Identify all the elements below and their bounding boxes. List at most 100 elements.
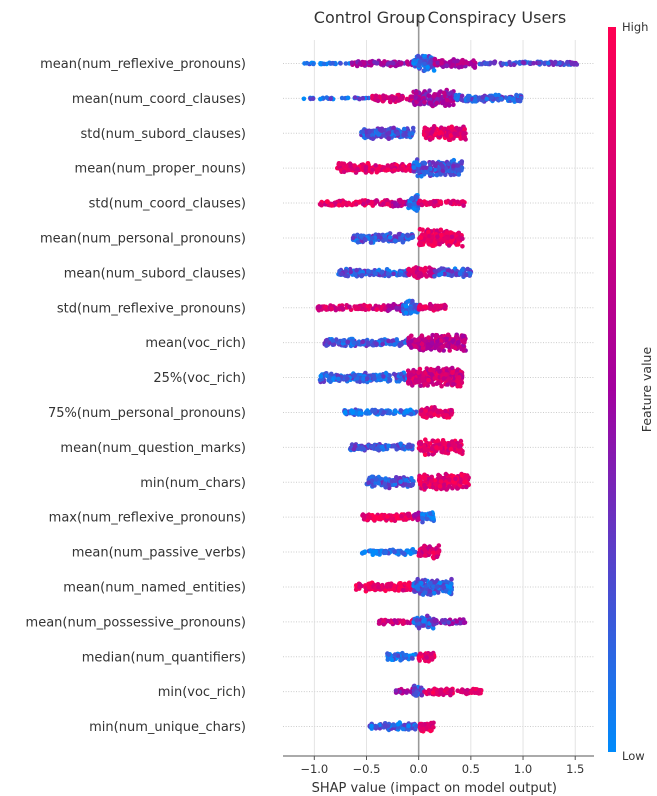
shap-point [447,91,452,96]
shap-point [446,376,452,381]
shap-point [432,306,438,311]
feature-row-points [359,124,468,143]
feature-row-points [347,437,465,458]
shap-point [416,370,421,375]
shap-point [433,334,439,339]
shap-point [407,202,413,208]
shap-point [432,167,438,172]
shap-point [417,476,422,481]
shap-point [404,408,409,413]
shap-point [448,239,453,244]
shap-point [336,376,341,382]
shap-point [375,166,381,172]
shap-point [472,63,477,68]
shap-point [363,237,368,243]
feature-row-points [350,226,465,249]
shap-point [418,408,424,413]
shap-point [416,97,422,102]
shap-point [424,516,430,522]
shap-point [369,444,375,450]
shap-point [438,479,444,484]
shap-point [381,165,387,170]
shap-point [381,374,386,379]
shap-point [403,653,408,658]
shap-point [381,133,386,138]
shap-point [450,344,455,350]
shap-point [385,201,390,207]
shap-point [436,347,442,353]
shap-point [427,100,433,106]
shap-point [435,410,441,415]
shap-point [382,59,387,64]
shap-point [346,200,352,206]
shap-point [352,372,358,378]
shap-point [431,126,436,131]
shap-point [352,163,357,168]
shap-point [459,346,464,352]
shap-point [444,230,450,235]
shap-point [318,374,324,379]
shap-point [374,341,379,347]
shap-point [413,379,419,385]
grid-lines [283,40,594,756]
shap-point [444,200,449,205]
shap-point [448,172,454,178]
shap-point [324,343,329,348]
feature-row-points [322,332,468,353]
shap-point [407,550,413,555]
shap-point [427,589,433,594]
shap-point [455,242,461,247]
shap-point [454,334,459,339]
shap-point [409,411,414,417]
shap-point [545,60,551,66]
feature-row-points [301,87,524,109]
shap-point [345,339,350,345]
shap-point [398,96,403,101]
shap-point [370,408,375,414]
shap-point [352,95,358,100]
shap-point [420,519,425,525]
shap-point [394,337,400,342]
shap-point [441,584,447,590]
shap-point [416,625,422,631]
shap-point [363,307,368,313]
shap-point [392,652,398,657]
shap-point [420,515,425,521]
shap-point [349,60,355,65]
shap-point [365,376,370,381]
shap-point [383,588,388,594]
feature-row-points [342,405,455,420]
shap-point [382,481,388,487]
shap-point [310,96,316,101]
shap-point [379,444,385,450]
shap-point [365,133,371,139]
shap-point [432,619,438,624]
shap-point [355,240,361,245]
shap-point [368,240,374,245]
shap-point [343,61,349,66]
shap-point [377,618,382,624]
shap-point [412,343,418,349]
shap-point [357,582,363,587]
shap-point [456,230,461,236]
shap-point [350,410,355,416]
shap-point [426,93,432,98]
shap-point [372,376,377,381]
shap-point [444,133,449,138]
shap-point [463,272,469,278]
shap-point [340,338,346,344]
shap-point [421,132,427,137]
shap-point [403,303,409,309]
shap-point [398,371,404,377]
shap-point [387,235,393,240]
shap-point [350,235,356,241]
shap-point [443,372,448,377]
shap-point [387,303,393,309]
feature-row-points [364,471,472,492]
shap-point [443,172,448,178]
shap-point [542,61,547,67]
shap-point [391,586,397,592]
shap-point [456,375,462,380]
shap-point [446,137,452,143]
